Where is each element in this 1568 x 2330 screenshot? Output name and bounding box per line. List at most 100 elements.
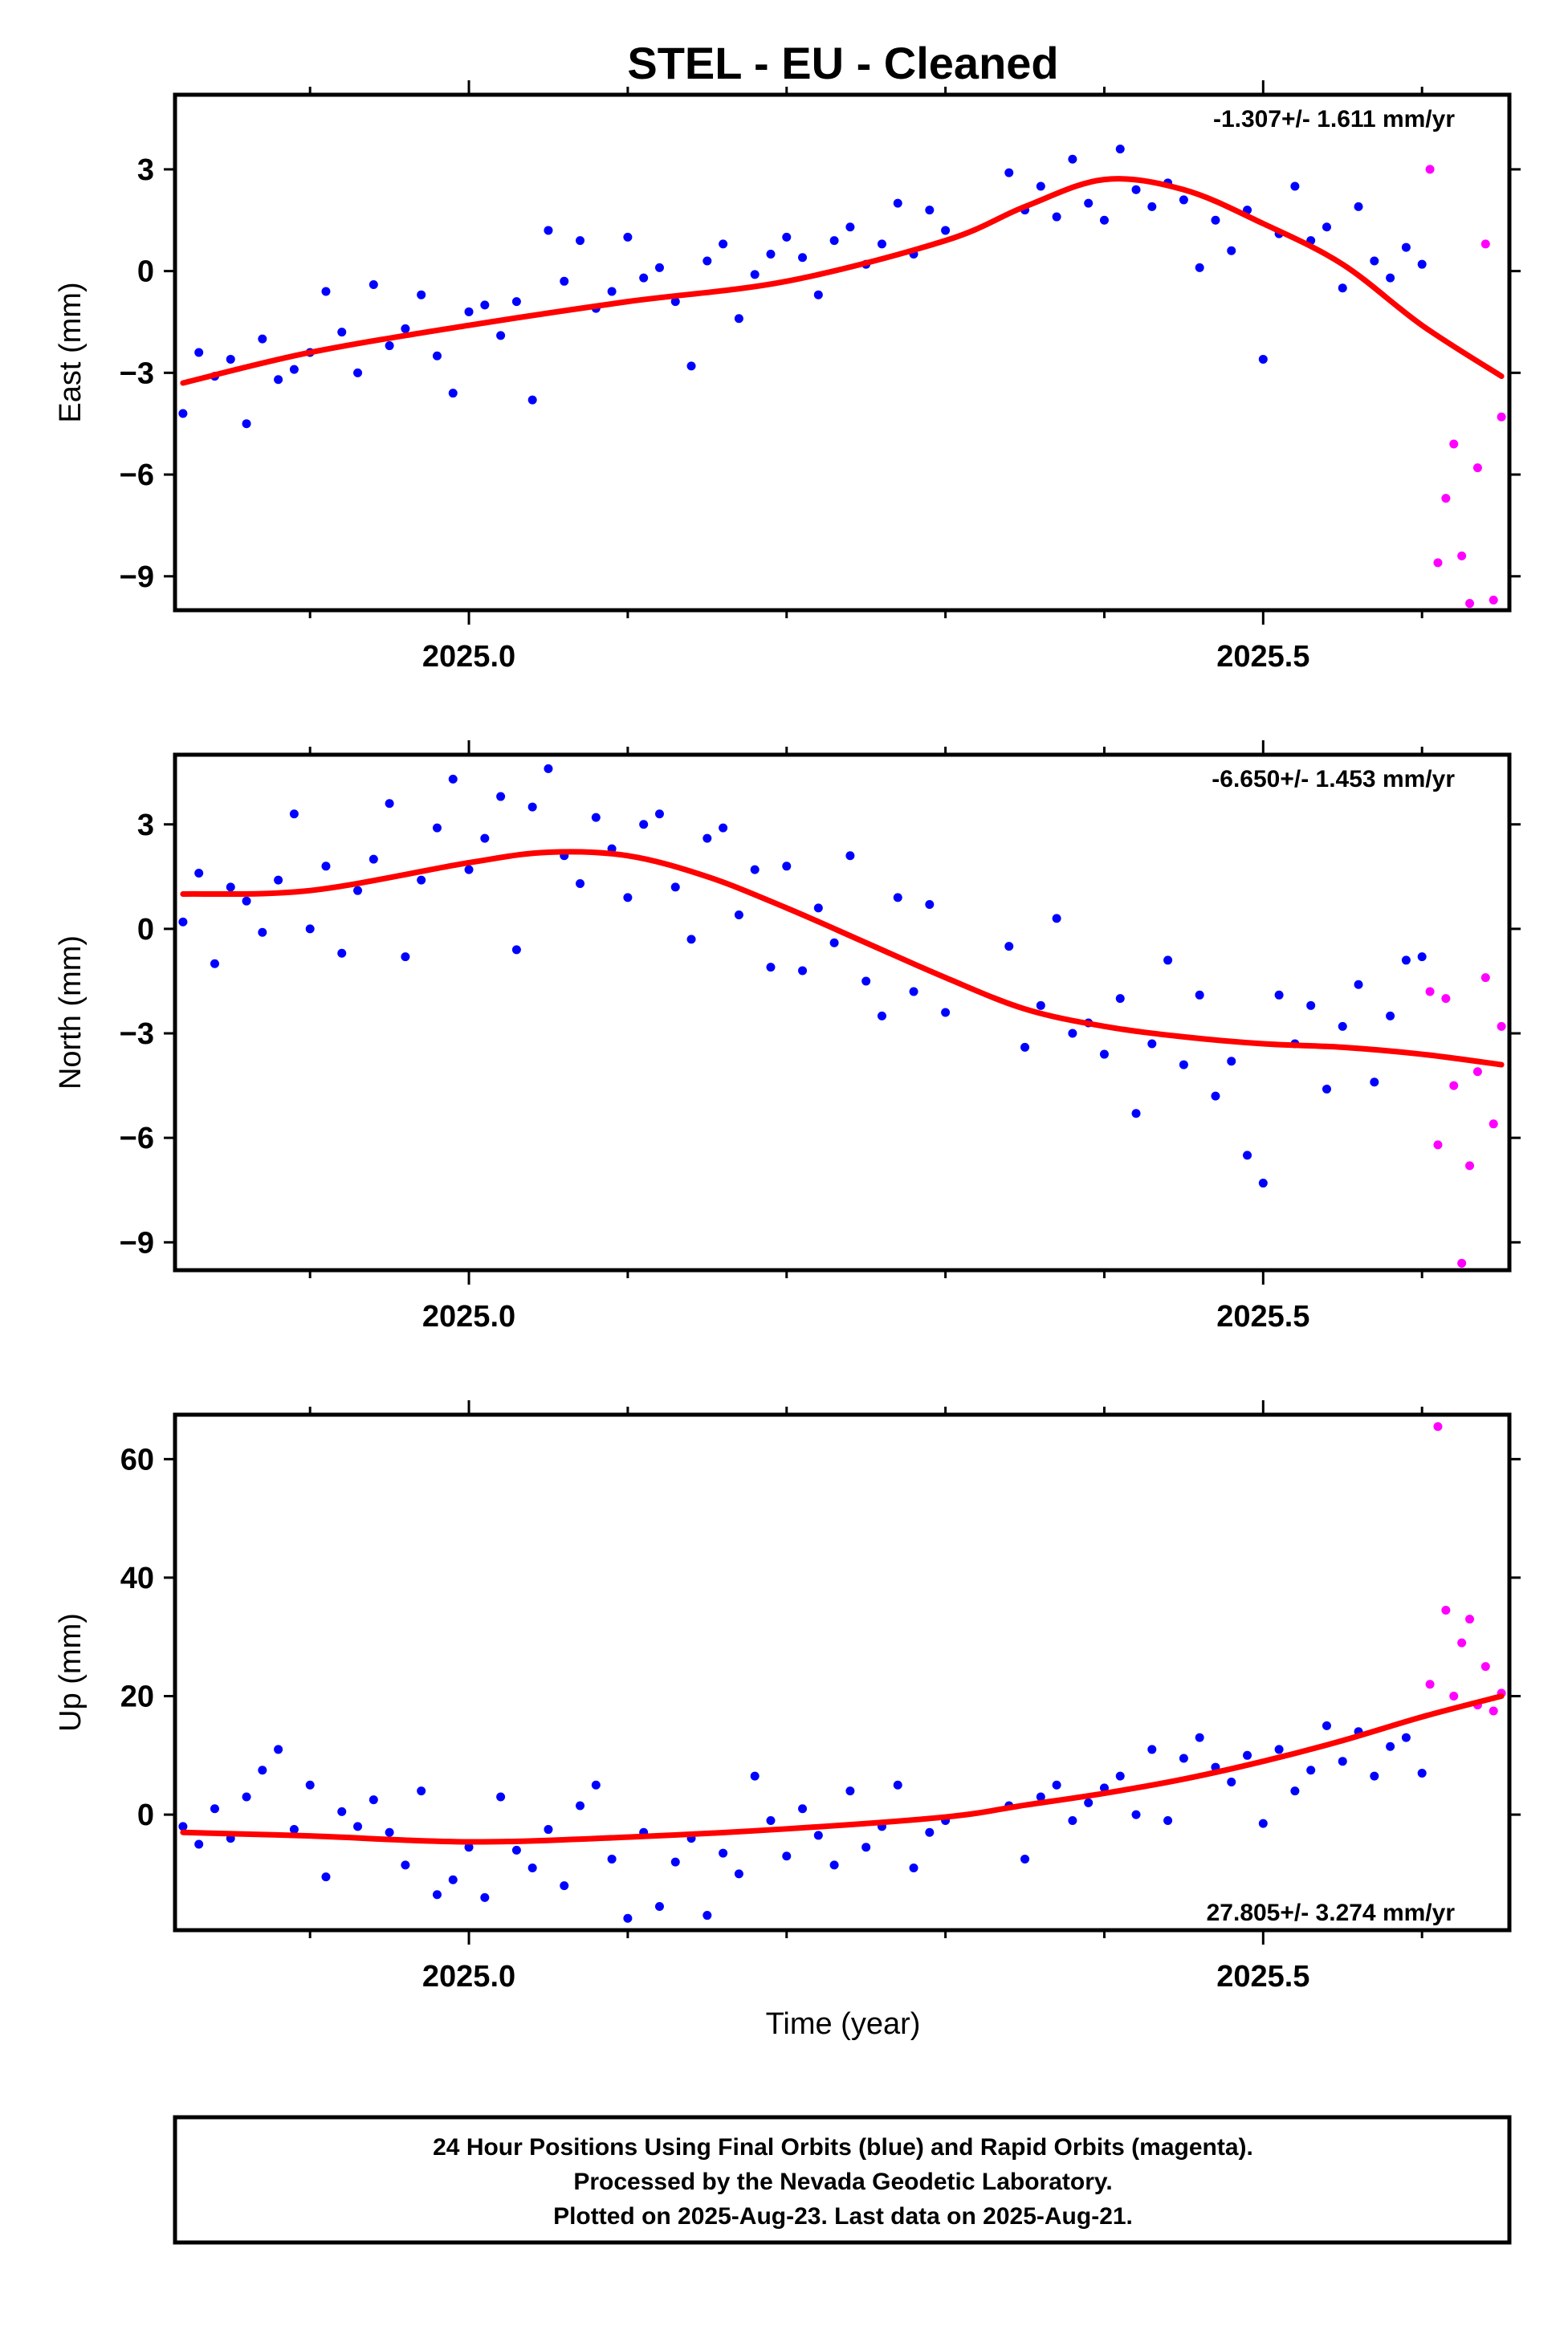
final-orbit-point [1243,1151,1252,1160]
final-orbit-point [576,879,585,888]
rapid-orbit-point [1489,595,1498,605]
x-tick-label: 2025.5 [1216,1300,1309,1334]
final-orbit-point [210,1804,219,1814]
final-orbit-point [432,351,442,360]
final-orbit-point [925,900,935,910]
final-orbit-point [1195,263,1204,272]
final-orbit-point [448,774,458,784]
final-orbit-point [1338,1757,1347,1766]
final-orbit-point [194,868,204,878]
rapid-orbit-point [1489,1706,1498,1716]
final-orbit-point [1131,1109,1141,1118]
final-orbit-point [385,799,394,809]
final-orbit-point [670,297,680,307]
rapid-orbit-point [1480,239,1490,249]
final-orbit-point [321,1872,331,1882]
final-orbit-point [369,854,378,864]
final-orbit-point [1401,955,1411,965]
final-orbit-point [1115,994,1125,1004]
final-orbit-point [1386,273,1395,283]
final-orbit-point [1290,181,1300,191]
final-orbit-point [401,952,410,962]
final-orbit-point [353,886,363,895]
final-orbit-point [1386,1741,1395,1751]
final-orbit-point [1052,1780,1061,1790]
final-orbit-point [401,324,410,333]
final-orbit-point [1115,145,1125,154]
final-orbit-point [766,250,776,259]
final-orbit-point [432,823,442,833]
final-orbit-point [1004,942,1014,951]
final-orbit-point [1163,1815,1173,1825]
x-tick-label: 2025.0 [422,1960,515,1994]
final-orbit-point [909,1864,918,1873]
final-orbit-point [1179,1060,1188,1069]
rapid-orbit-point [1433,1422,1443,1432]
rapid-orbit-point [1449,439,1459,449]
rapid-orbit-point [1425,165,1435,174]
final-orbit-point [1004,168,1014,177]
final-orbit-point [258,927,267,937]
data-layer [178,764,1506,1268]
final-orbit-point [1052,914,1061,923]
up-panel: 0 20 40 60 2025.0 2025.5 Up (mm) 27.805+/- 3.27… [54,1400,1521,1994]
final-orbit-point [1274,1745,1284,1754]
final-orbit-point [1227,1778,1236,1787]
final-orbit-point [1036,1792,1045,1802]
final-orbit-point [670,882,680,892]
final-orbit-point [798,253,808,263]
final-orbit-point [305,924,315,934]
y-axis-label: East (mm) [54,282,88,422]
final-orbit-point [1338,1021,1347,1031]
final-orbit-point [432,1890,442,1900]
y-tick-label: −3 [120,356,154,390]
y-tick-label: 40 [120,1562,154,1595]
final-orbit-point [178,409,188,418]
final-orbit-point [750,865,760,874]
y-axis-label: Up (mm) [54,1613,88,1732]
final-orbit-point [448,389,458,398]
final-orbit-point [337,328,347,337]
final-orbit-point [861,976,871,986]
final-orbit-point [242,1792,251,1802]
rapid-orbit-point [1441,494,1451,503]
final-orbit-point [1417,952,1427,962]
final-orbit-point [877,1011,886,1020]
y-tick-label: −6 [120,1122,154,1155]
final-orbit-point [258,1766,267,1775]
final-orbit-point [1338,283,1347,293]
final-orbit-point [1052,212,1061,222]
final-orbit-point [1401,242,1411,252]
final-orbit-point [1020,1042,1030,1052]
rapid-orbit-point [1457,1258,1467,1268]
final-orbit-point [226,354,235,364]
final-orbit-point [686,361,696,371]
final-orbit-point [544,226,553,235]
trend-fit-line [180,1693,1505,1845]
rapid-orbit-point [1457,551,1467,560]
rapid-orbit-point [1497,1021,1506,1031]
final-orbit-point [1131,1810,1141,1819]
y-tick-label: 3 [137,153,154,187]
final-orbit-point [385,341,394,351]
final-orbit-point [369,280,378,290]
caption-line-1: 24 Hour Positions Using Final Orbits (bl… [433,2134,1253,2161]
final-orbit-point [1258,1819,1268,1828]
final-orbit-point [1099,1049,1109,1059]
final-orbit-point [798,1804,808,1814]
final-orbit-point [480,1892,490,1902]
east-panel: −9 −6 −3 0 3 2025.0 2025.5 East (mm) -1.307+/- 1… [54,80,1521,674]
final-orbit-point [511,1845,521,1855]
final-orbit-point [178,1822,188,1831]
rapid-orbit-point [1425,1680,1435,1689]
final-orbit-point [766,1815,776,1825]
final-orbit-point [703,833,712,843]
final-orbit-point [226,882,235,892]
rapid-orbit-point [1480,973,1490,983]
rapid-orbit-point [1441,1606,1451,1615]
final-orbit-point [750,270,760,279]
final-orbit-point [909,987,918,996]
final-orbit-point [1084,198,1094,208]
final-orbit-point [845,1786,855,1796]
data-layer [178,145,1506,609]
